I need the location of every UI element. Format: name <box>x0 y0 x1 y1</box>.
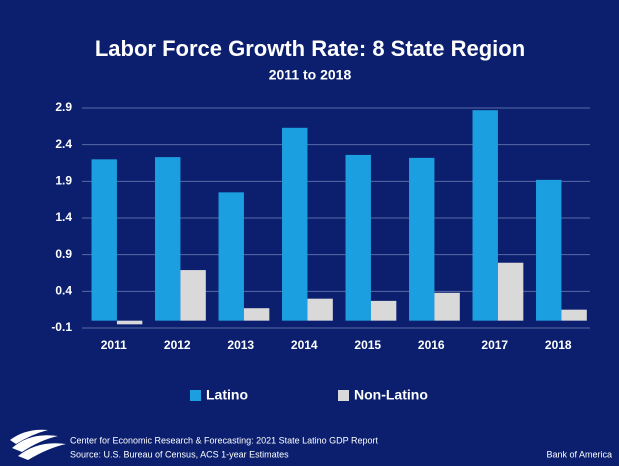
chart-subtitle: 2011 to 2018 <box>269 67 352 83</box>
bar <box>536 179 562 321</box>
bar <box>243 308 270 321</box>
y-tick-label: 0.4 <box>55 284 72 298</box>
logo <box>10 429 66 460</box>
y-tick-label: 0.9 <box>55 247 72 261</box>
footer-report: Center for Economic Research & Forecasti… <box>70 435 378 445</box>
bar <box>116 320 143 325</box>
chart-title: Labor Force Growth Rate: 8 State Region <box>95 36 525 61</box>
bar <box>218 192 244 321</box>
bar <box>307 298 333 321</box>
x-tick-label: 2013 <box>227 338 254 352</box>
x-tick-label: 2018 <box>545 338 572 352</box>
y-tick-label: 2.4 <box>55 137 72 151</box>
x-tick-label: 2012 <box>164 338 191 352</box>
x-tick-label: 2011 <box>101 338 127 352</box>
bar <box>345 154 371 321</box>
bar <box>409 157 435 321</box>
legend-swatch <box>190 390 201 401</box>
x-tick-label: 2017 <box>481 338 508 352</box>
bar <box>180 270 206 321</box>
bar <box>497 262 524 321</box>
y-tick-label: 1.4 <box>55 210 72 224</box>
legend-swatch <box>338 390 349 401</box>
bar <box>370 300 397 321</box>
x-tick-label: 2016 <box>418 338 445 352</box>
footer-brand: Bank of America <box>546 449 612 459</box>
y-tick-label: 1.9 <box>55 174 72 188</box>
x-tick-label: 2014 <box>291 338 318 352</box>
y-tick-label: -0.1 <box>51 320 72 334</box>
bar <box>472 110 498 321</box>
bar <box>155 157 181 321</box>
y-tick-label: 2.9 <box>55 100 72 114</box>
bar <box>434 292 460 321</box>
x-tick-label: 2015 <box>354 338 381 352</box>
bar <box>91 159 117 321</box>
legend-label: Non-Latino <box>354 387 428 403</box>
bar <box>282 127 308 321</box>
legend-label: Latino <box>206 387 248 403</box>
footer-source: Source: U.S. Bureau of Census, ACS 1-yea… <box>70 449 289 459</box>
bar <box>561 309 587 321</box>
